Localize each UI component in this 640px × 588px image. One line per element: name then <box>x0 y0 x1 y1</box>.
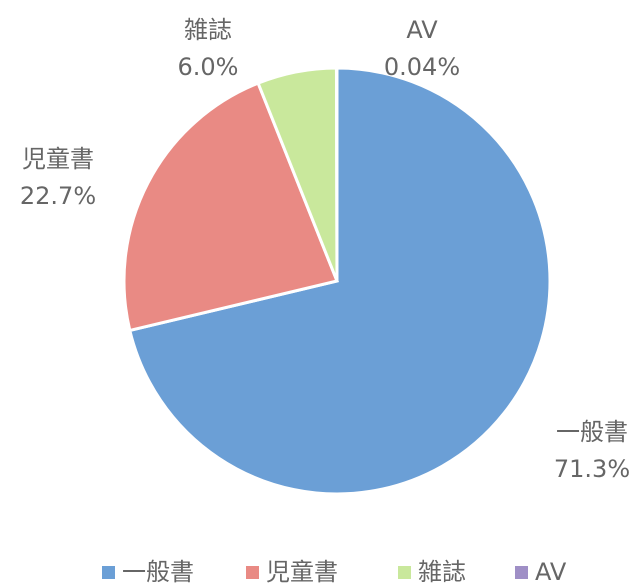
legend-label: 雑誌 <box>418 558 466 586</box>
slice-label: AV <box>406 16 438 44</box>
legend-swatch <box>246 566 259 579</box>
slice-value-label: 0.04% <box>384 53 460 81</box>
legend-label: 児童書 <box>266 558 338 586</box>
slice-label: 一般書 <box>556 418 628 446</box>
pie-slice <box>128 66 552 496</box>
slice-value-label: 22.7% <box>20 182 96 210</box>
slice-label: 児童書 <box>22 145 94 173</box>
legend-label: 一般書 <box>122 558 194 586</box>
slice-value-label: 6.0% <box>178 53 239 81</box>
slice-value-label: 71.3% <box>554 455 630 483</box>
legend-label: AV <box>535 558 567 586</box>
pie-slice <box>334 66 339 282</box>
slice-label: 雑誌 <box>184 16 232 44</box>
legend-swatch <box>515 566 528 579</box>
legend-swatch <box>102 566 115 579</box>
pie-slice <box>122 81 340 333</box>
legend-swatch <box>398 566 411 579</box>
